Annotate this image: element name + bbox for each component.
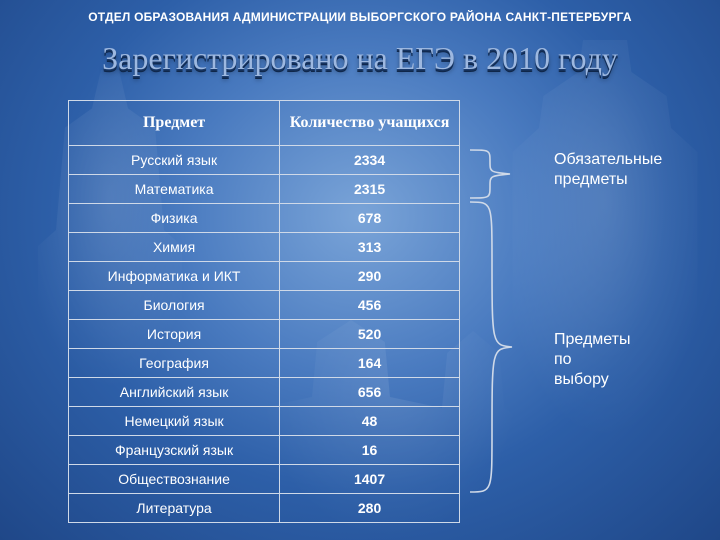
cell-count: 280 — [280, 494, 460, 523]
cell-subject: География — [69, 349, 280, 378]
cell-subject: Литература — [69, 494, 280, 523]
annotation-mandatory: Обязательные предметы — [554, 150, 694, 190]
cell-subject: Немецкий язык — [69, 407, 280, 436]
cell-count: 656 — [280, 378, 460, 407]
table-header-row: Предмет Количество учащихся — [69, 101, 460, 146]
table-row: История520 — [69, 320, 460, 349]
table-row: Русский язык2334 — [69, 146, 460, 175]
table-container: Предмет Количество учащихся Русский язык… — [68, 100, 460, 523]
table-row: Немецкий язык48 — [69, 407, 460, 436]
cell-count: 2315 — [280, 175, 460, 204]
cell-count: 678 — [280, 204, 460, 233]
annotation-elective: Предметыповыбору — [554, 330, 694, 390]
cell-subject: Химия — [69, 233, 280, 262]
cell-subject: Биология — [69, 291, 280, 320]
cell-subject: Физика — [69, 204, 280, 233]
cell-subject: Информатика и ИКТ — [69, 262, 280, 291]
cell-count: 48 — [280, 407, 460, 436]
org-header: ОТДЕЛ ОБРАЗОВАНИЯ АДМИНИСТРАЦИИ ВЫБОРГСК… — [0, 10, 720, 24]
brace-elective — [468, 200, 538, 494]
cell-subject: Русский язык — [69, 146, 280, 175]
cell-subject: Французский язык — [69, 436, 280, 465]
table-row: Английский язык656 — [69, 378, 460, 407]
table-row: Французский язык16 — [69, 436, 460, 465]
cell-count: 313 — [280, 233, 460, 262]
brace-mandatory — [468, 148, 538, 200]
cell-count: 520 — [280, 320, 460, 349]
cell-subject: Английский язык — [69, 378, 280, 407]
table-row: Физика678 — [69, 204, 460, 233]
cell-count: 456 — [280, 291, 460, 320]
table-row: Информатика и ИКТ290 — [69, 262, 460, 291]
cell-count: 1407 — [280, 465, 460, 494]
table-row: Литература280 — [69, 494, 460, 523]
cell-subject: Математика — [69, 175, 280, 204]
slide-root: ОТДЕЛ ОБРАЗОВАНИЯ АДМИНИСТРАЦИИ ВЫБОРГСК… — [0, 0, 720, 540]
table-row: Химия313 — [69, 233, 460, 262]
cell-count: 290 — [280, 262, 460, 291]
col-subject: Предмет — [69, 101, 280, 146]
registration-table: Предмет Количество учащихся Русский язык… — [68, 100, 460, 523]
cell-count: 2334 — [280, 146, 460, 175]
cell-subject: Обществознание — [69, 465, 280, 494]
table-row: География164 — [69, 349, 460, 378]
table-row: Математика2315 — [69, 175, 460, 204]
cell-subject: История — [69, 320, 280, 349]
slide-title: Зарегистрировано на ЕГЭ в 2010 году — [0, 40, 720, 77]
cell-count: 16 — [280, 436, 460, 465]
table-row: Обществознание1407 — [69, 465, 460, 494]
cell-count: 164 — [280, 349, 460, 378]
table-row: Биология456 — [69, 291, 460, 320]
col-count: Количество учащихся — [280, 101, 460, 146]
